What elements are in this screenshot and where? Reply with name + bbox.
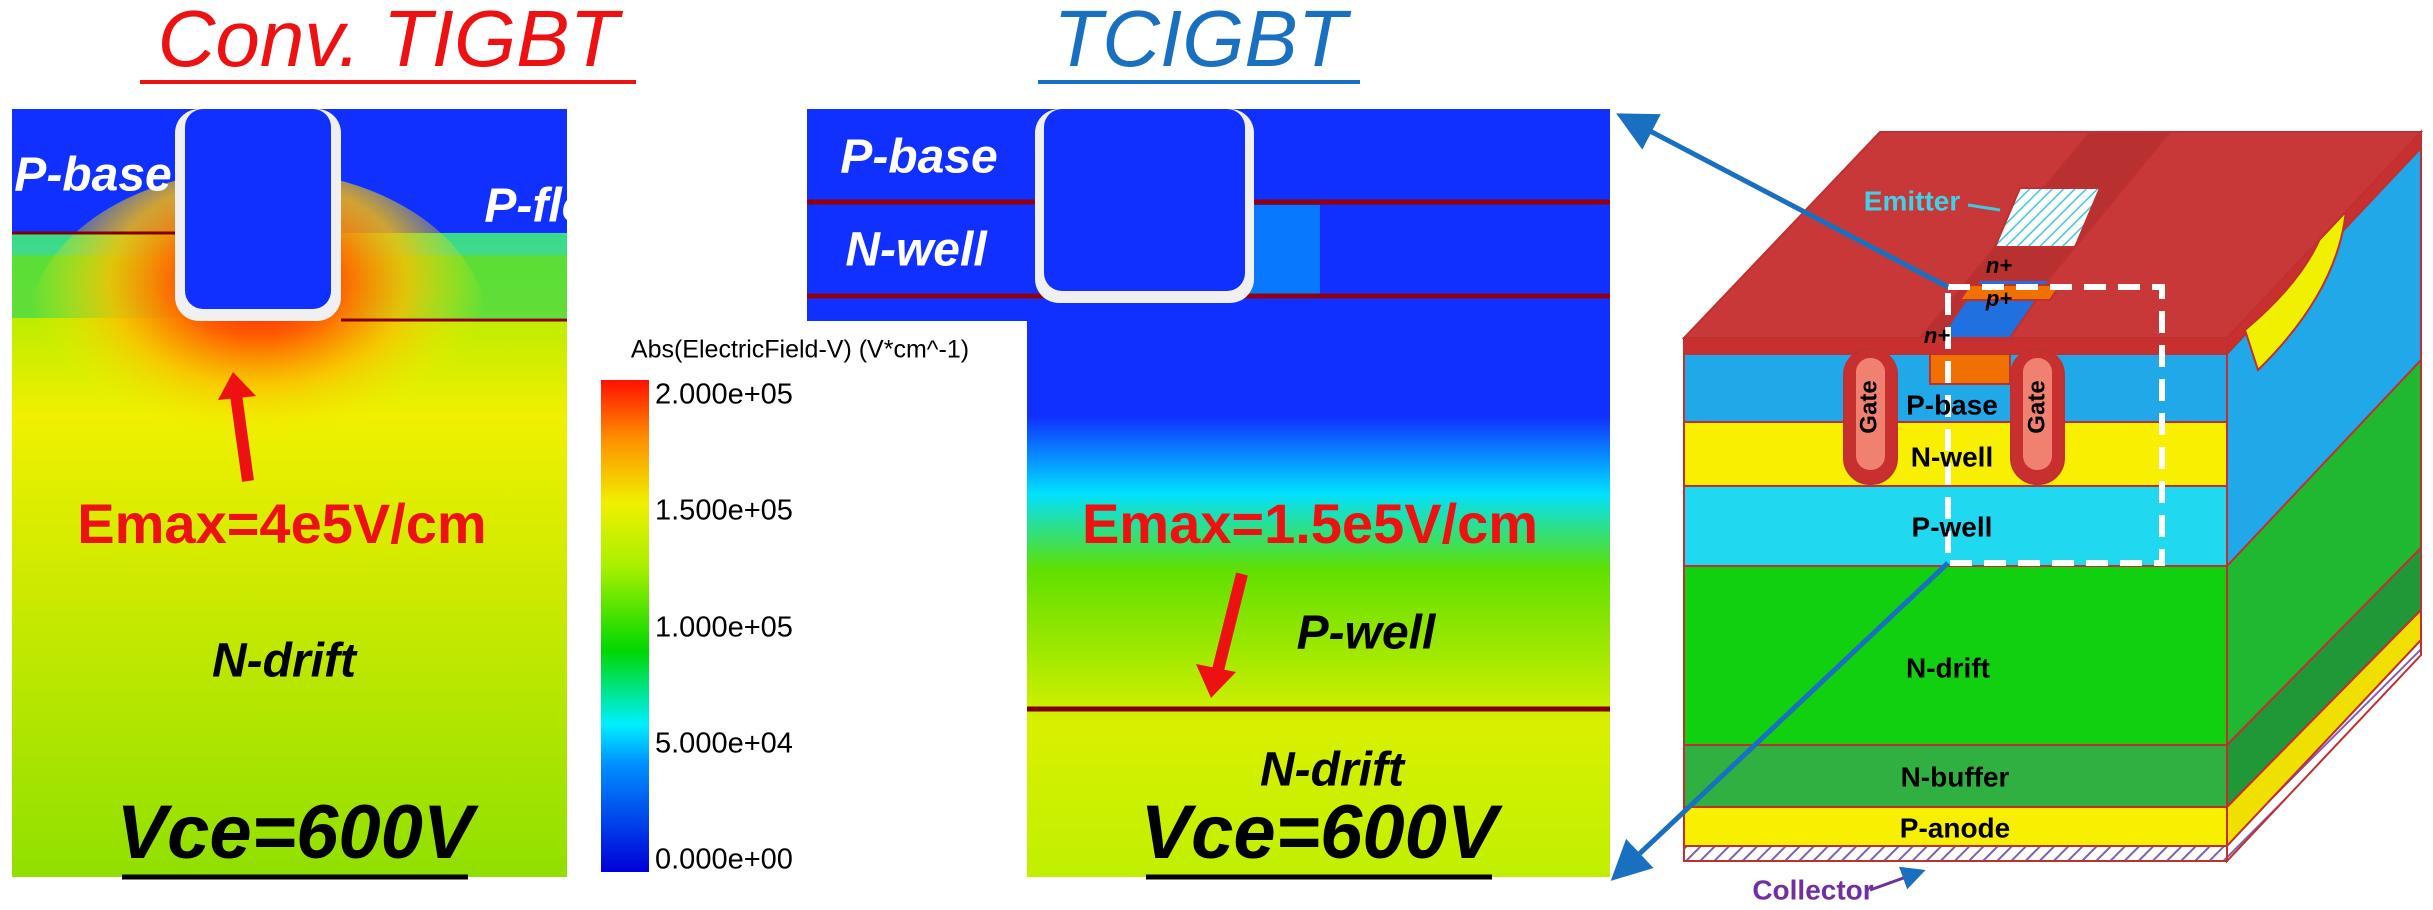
colorbar-tick: 1.500e+05 — [655, 495, 793, 527]
n-well-label: N-well — [845, 224, 988, 277]
n-drift-label: N-drift — [1260, 744, 1406, 797]
colorbar-tick: 0.000e+00 — [655, 844, 793, 876]
vce-label: Vce=600V — [1140, 790, 1502, 875]
shape — [1930, 354, 2010, 384]
shape — [1684, 846, 2227, 861]
n-well-label: N-well — [1911, 441, 1993, 472]
p-float-label: P-float — [484, 180, 635, 233]
n-drift-label: N-drift — [212, 635, 358, 688]
shape — [1684, 338, 2227, 354]
emax-label: Emax=4e5V/cm — [77, 492, 486, 555]
colorbar-tick: 5.000e+04 — [655, 728, 793, 760]
shape — [601, 380, 649, 872]
n-buffer-label: N-buffer — [1901, 761, 2010, 792]
p-base-label: P-base — [1906, 389, 1998, 420]
colorbar-tick: 2.000e+05 — [655, 379, 793, 411]
colorbar — [570, 321, 1027, 877]
shape — [1044, 109, 1245, 291]
p-well-label: P-well — [1912, 511, 1993, 542]
figure: Conv. TIGBT TCIGBT P-base P-float Emax=4… — [0, 0, 2433, 910]
device-3d — [1684, 132, 2421, 861]
p-anode-label: P-anode — [1900, 812, 2010, 843]
gate-label: Gate — [1855, 380, 1882, 433]
middle-title: TCIGBT — [1053, 0, 1351, 83]
shape — [1870, 872, 1920, 890]
collector-label: Collector — [1752, 874, 1873, 905]
emitter-label: Emitter — [1864, 185, 1961, 216]
colorbar-tick: 1.000e+05 — [655, 612, 793, 644]
shape — [185, 109, 331, 309]
n-plus-label: n+ — [1924, 323, 1950, 348]
p-base-label: P-base — [14, 149, 171, 202]
emax-label: Emax=1.5e5V/cm — [1082, 492, 1538, 555]
colorbar-title: Abs(ElectricField-V) (V*cm^-1) — [631, 336, 969, 364]
n-drift-label: N-drift — [1906, 652, 1990, 683]
n-plus-label: n+ — [1986, 253, 2012, 278]
vce-label: Vce=600V — [116, 790, 478, 875]
left-title: Conv. TIGBT — [158, 0, 624, 83]
gate-label: Gate — [2023, 380, 2050, 433]
p-plus-label: p+ — [1985, 286, 2012, 311]
p-base-label: P-base — [840, 131, 997, 184]
p-well-label: P-well — [1297, 607, 1437, 660]
